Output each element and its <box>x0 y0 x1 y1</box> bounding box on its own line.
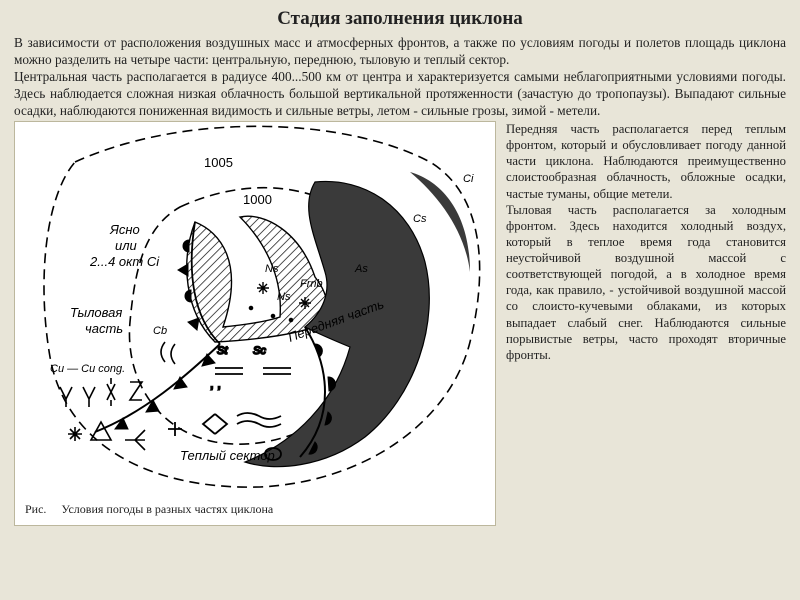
symbols-warm-sector: St Sc , , <box>168 345 291 460</box>
label-as: As <box>354 263 368 275</box>
label-cs: Cs <box>413 213 427 225</box>
label-frnb: Frnb <box>300 278 323 290</box>
svg-text:, ,: , , <box>210 376 221 391</box>
label-ili: или <box>115 238 137 253</box>
side-paragraph-1: Передняя часть располагается перед теплы… <box>506 121 786 202</box>
figure-caption: Рис. Условия погоды в разных частях цикл… <box>25 502 273 517</box>
label-1005: 1005 <box>204 155 233 170</box>
side-text: Передняя часть располагается перед теплы… <box>496 121 786 526</box>
svg-text:Sc: Sc <box>253 345 266 357</box>
label-yasno: Ясно <box>109 222 140 237</box>
figure-panel: St Sc , , <box>14 121 496 526</box>
cyclone-diagram: St Sc , , <box>15 122 495 502</box>
cb-bracket <box>161 342 175 364</box>
label-ns: Ns <box>265 263 279 275</box>
label-teply-sektor: Теплый сектор <box>180 448 275 463</box>
figure-caption-text: Условия погоды в разных частях циклона <box>61 502 273 516</box>
side-paragraph-2: Тыловая часть располагается за холодным … <box>506 202 786 363</box>
label-tylovaya: Тыловая <box>70 305 122 320</box>
label-ns2: Ns <box>277 291 291 303</box>
figure-caption-prefix: Рис. <box>25 502 46 516</box>
label-cb: Cb <box>153 325 167 337</box>
svg-text:St: St <box>217 345 228 357</box>
intro-paragraph-2: Центральная часть располагается в радиус… <box>14 68 786 119</box>
label-chast: часть <box>85 321 123 336</box>
label-cu-line: Cu — Cu cong. <box>50 363 125 375</box>
label-okt: 2...4 окт Ci <box>89 254 160 269</box>
label-1000: 1000 <box>243 192 272 207</box>
intro-block: В зависимости от расположения воздушных … <box>14 34 786 119</box>
page-title: Стадия заполнения циклона <box>14 8 786 30</box>
intro-paragraph-1: В зависимости от расположения воздушных … <box>14 34 786 68</box>
label-ci: Ci <box>463 173 474 185</box>
